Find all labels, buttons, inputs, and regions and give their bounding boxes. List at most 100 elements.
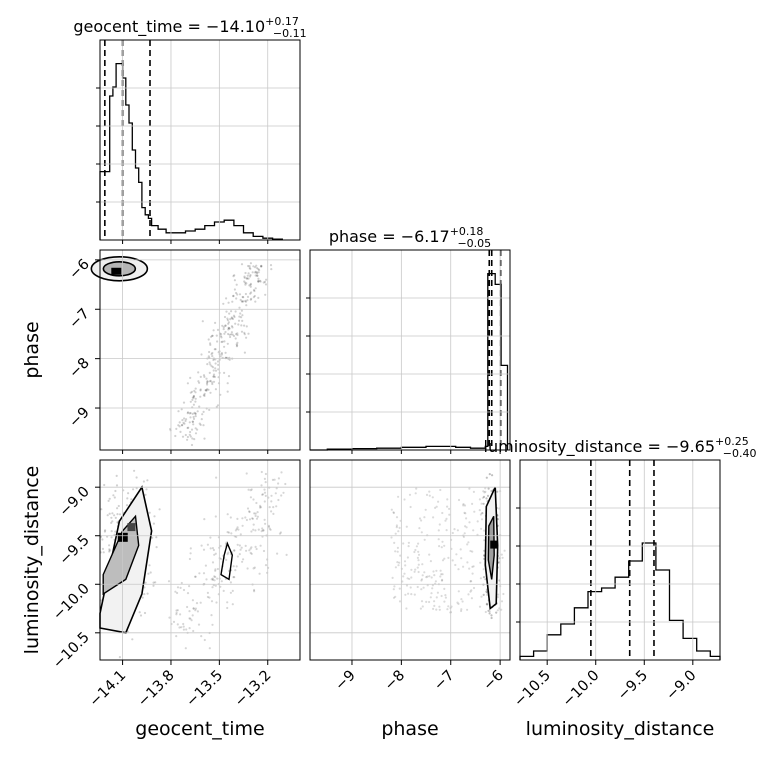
scatter-point [443, 557, 446, 560]
scatter-point [482, 502, 485, 505]
scatter-point [240, 324, 243, 327]
scatter-point [257, 280, 260, 283]
scatter-point [192, 396, 195, 399]
scatter-point [395, 516, 399, 519]
title-phase: phase = −6.17+0.18 −0.05 [329, 225, 491, 250]
scatter-point [398, 526, 401, 530]
scatter-point [230, 325, 233, 328]
scatter-point [461, 600, 464, 603]
scatter-point [216, 360, 220, 363]
contour-peak [127, 523, 136, 532]
scatter-point [187, 426, 190, 429]
scatter-point [209, 342, 212, 345]
scatter-point [402, 542, 405, 545]
scatter-point [463, 504, 467, 507]
scatter-point [203, 375, 206, 378]
scatter-point [196, 410, 199, 413]
histogram-luminosity_distance [519, 542, 721, 660]
scatter-point [394, 595, 397, 598]
scatter-point [235, 291, 238, 295]
scatter-point [259, 544, 262, 547]
scatter-point [174, 434, 177, 438]
scatter-point [214, 575, 217, 579]
scatter-point [497, 561, 501, 564]
scatter-point [199, 375, 202, 378]
scatter-point [130, 498, 133, 501]
scatter-point [417, 550, 420, 553]
scatter-point [435, 596, 438, 599]
scatter-point [226, 390, 229, 393]
scatter-point [226, 513, 229, 516]
scatter-point [219, 544, 222, 548]
scatter-point [247, 272, 250, 275]
scatter-point [263, 488, 266, 491]
scatter-point [203, 638, 206, 642]
scatter-point [226, 319, 229, 322]
scatter-point [468, 487, 471, 490]
scatter-point [463, 511, 466, 514]
scatter-point [230, 331, 233, 334]
scatter-point [249, 267, 252, 270]
scatter-point [482, 495, 486, 498]
scatter-point [230, 333, 233, 336]
panel-frame [99, 249, 301, 451]
scatter-point [191, 599, 194, 602]
scatter-point [131, 638, 134, 641]
scatter-point [194, 607, 197, 610]
scatter-point [416, 566, 419, 569]
scatter-point [284, 482, 287, 486]
y-tick-label: −8 [66, 355, 92, 381]
scatter-point [439, 575, 442, 578]
scatter-point [210, 600, 214, 603]
scatter-point [110, 536, 113, 539]
scatter-point [405, 584, 409, 587]
scatter-point [211, 381, 214, 384]
scatter-point [155, 546, 158, 549]
scatter-point [233, 288, 236, 291]
scatter-point [192, 403, 195, 406]
scatter-point [114, 530, 117, 533]
scatter-point [467, 593, 470, 596]
scatter-point [258, 269, 261, 272]
scatter-point [202, 410, 205, 413]
scatter-point [255, 547, 258, 551]
scatter-point [483, 491, 486, 494]
scatter-point [490, 616, 493, 620]
scatter-point [408, 493, 412, 496]
scatter-point [415, 487, 418, 490]
scatter-point [209, 363, 212, 366]
scatter-point [190, 619, 193, 622]
scatter-point [220, 580, 223, 583]
scatter-point [261, 493, 265, 496]
scatter-point [206, 543, 209, 546]
scatter-point [211, 351, 214, 355]
scatter-point [199, 395, 202, 398]
scatter-point [481, 511, 484, 515]
scatter-point [227, 321, 230, 324]
scatter-point [194, 427, 197, 430]
contour-peak [490, 540, 498, 549]
scatter-point [487, 487, 490, 490]
scatter-point [242, 558, 245, 561]
scatter-point [188, 617, 191, 620]
scatter-point [182, 401, 186, 404]
scatter-point [231, 317, 235, 320]
scatter-point [135, 476, 138, 479]
scatter-point [447, 556, 450, 560]
scatter-point [464, 512, 467, 515]
scatter-point [175, 613, 178, 616]
scatter-point [228, 312, 231, 315]
scatter-point [194, 415, 197, 418]
scatter-point [428, 575, 431, 578]
scatter-point [249, 282, 252, 285]
scatter-point [216, 340, 219, 343]
scatter-point [210, 578, 213, 581]
scatter-point [202, 572, 206, 575]
scatter-point [246, 299, 249, 302]
scatter-point [234, 569, 237, 572]
scatter-point [488, 610, 491, 613]
scatter-point [441, 573, 444, 576]
scatter-point [211, 334, 214, 337]
scatter-point [189, 552, 192, 555]
scatter-point [418, 517, 422, 520]
